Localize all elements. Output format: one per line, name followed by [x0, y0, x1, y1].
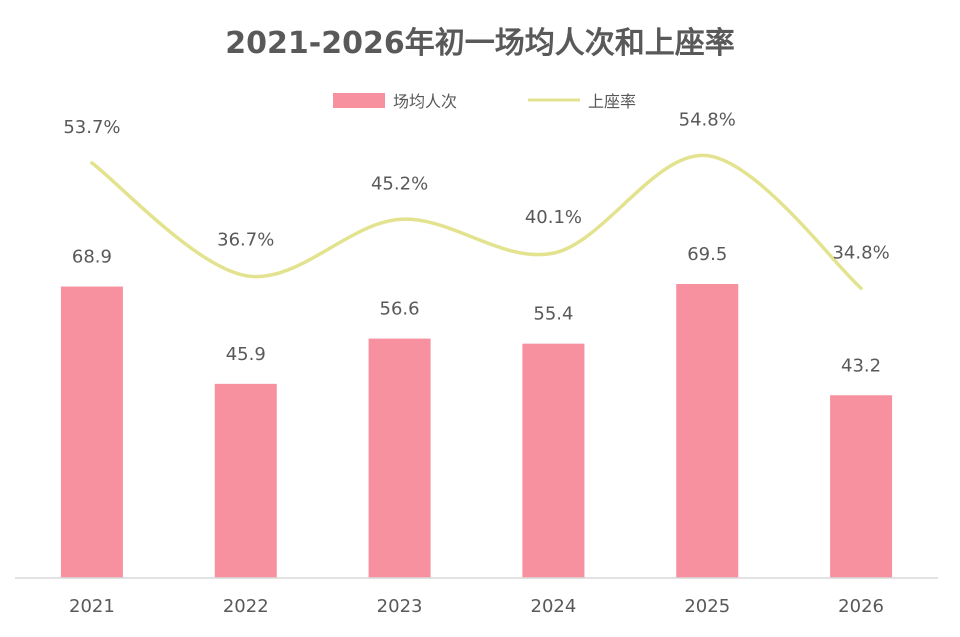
legend: 场均人次 上座率: [333, 92, 636, 111]
chart-title: 2021-2026年初一场均人次和上座率: [225, 26, 735, 61]
bar-2025: [676, 284, 739, 578]
line-value-label-2021: 53.7%: [63, 117, 120, 138]
bar-2026: [830, 395, 893, 578]
bar-value-label-2026: 43.2: [841, 355, 881, 376]
x-tick-label-2026: 2026: [838, 596, 884, 617]
bar-2022: [214, 383, 277, 578]
legend-label-line: 上座率: [588, 92, 636, 111]
bar-value-label-2022: 45.9: [226, 344, 266, 365]
x-tick-label-2022: 2022: [223, 596, 269, 617]
legend-swatch-bar: [333, 93, 385, 108]
bar-value-label-2024: 55.4: [533, 304, 573, 325]
line-value-label-2024: 40.1%: [525, 207, 582, 228]
x-tick-label-2021: 2021: [69, 596, 115, 617]
line-value-label-2026: 34.8%: [832, 242, 889, 263]
labels-layer: 68.9 2021 45.9 2022 56.6 2023 55.4 2024 69.5 2025…: [63, 110, 889, 617]
bar-2021: [60, 286, 123, 578]
line-value-label-2025: 54.8%: [679, 110, 736, 131]
line-series-path: [90, 153, 863, 291]
bar-2023: [368, 338, 431, 578]
x-tick-label-2023: 2023: [377, 596, 423, 617]
x-tick-label-2024: 2024: [531, 596, 577, 617]
line-value-label-2023: 45.2%: [371, 173, 428, 194]
bar-series: [60, 284, 893, 578]
bar-2024: [522, 343, 585, 578]
x-tick-label-2025: 2025: [684, 596, 730, 617]
legend-label-bar: 场均人次: [393, 92, 457, 111]
bar-value-label-2021: 68.9: [72, 247, 112, 268]
bar-value-label-2025: 69.5: [687, 244, 727, 265]
bar-value-label-2023: 56.6: [380, 299, 420, 320]
line-value-label-2022: 36.7%: [217, 230, 274, 251]
